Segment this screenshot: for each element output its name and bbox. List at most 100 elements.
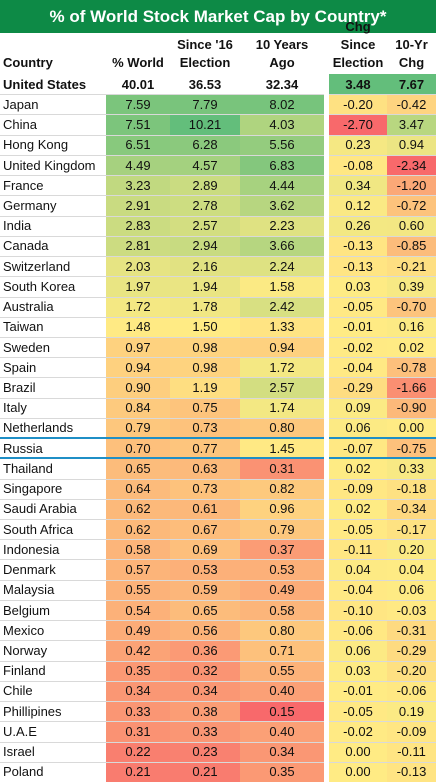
table-row: Belgium 0.54 0.65 0.58 -0.10 -0.03 [0,599,436,621]
value-cell: -0.03 [387,599,436,621]
value-cell: 0.04 [329,559,387,580]
header-chg-since-line2: Election [332,55,384,70]
value-cell: 0.06 [387,579,436,600]
country-cell: Finland [3,663,46,679]
value-cell: 0.53 [170,559,240,580]
header-chg-since: Chg Since Election [329,19,387,74]
value-cell: 0.98 [170,336,240,358]
row-divider [0,478,436,480]
value-cell: -0.09 [387,721,436,742]
table-row: Italy 0.84 0.75 1.74 0.09 -0.90 [0,397,436,418]
table-row: Norway 0.42 0.36 0.71 0.06 -0.29 [0,640,436,661]
table-row: Saudi Arabia 0.62 0.61 0.96 0.02 -0.34 [0,498,436,520]
table-row: Brazil 0.90 1.19 2.57 -0.29 -1.66 [0,377,436,398]
value-cell: 0.49 [106,620,170,641]
country-cell: Poland [3,764,44,780]
header-since16-line1: Since '16 [177,37,233,52]
value-cell: -0.07 [329,438,387,459]
row-divider [0,114,436,116]
value-cell: 0.23 [329,134,387,155]
row-divider [0,620,436,622]
value-cell: 4.57 [170,154,240,176]
value-cell: -0.10 [329,599,387,621]
value-cell: -0.78 [387,357,436,378]
value-cell: -0.13 [387,761,436,782]
value-cell: 0.03 [329,276,387,297]
row-divider [0,417,436,419]
header-tenyr-line2: Ago [269,55,295,70]
value-cell: -0.21 [387,256,436,277]
value-cell: 0.02 [329,498,387,520]
row-divider [0,498,436,500]
value-cell: 1.45 [240,438,324,459]
value-cell: -0.04 [329,357,387,378]
value-cell: 0.90 [106,377,170,398]
country-cell: Saudi Arabia [3,501,77,517]
country-cell: Belgium [3,602,50,618]
value-cell: 0.12 [329,195,387,216]
value-cell: -1.66 [387,377,436,398]
value-cell: 0.94 [240,336,324,358]
table-row: Denmark 0.57 0.53 0.53 0.04 0.04 [0,559,436,580]
row-divider [0,559,436,561]
row-divider [0,701,436,703]
value-cell: 1.74 [240,397,324,418]
value-cell: 0.06 [329,640,387,661]
value-cell: 2.89 [170,175,240,196]
country-cell: China [3,117,37,133]
country-cell: Russia [3,440,43,456]
row-divider [0,680,436,682]
value-cell: -0.90 [387,397,436,418]
value-cell: 0.49 [240,579,324,600]
table-row: United States 40.01 36.53 32.34 3.48 7.67 [0,74,436,95]
value-cell: 0.06 [329,417,387,439]
value-cell: 1.48 [106,316,170,337]
row-divider [0,519,436,521]
row-divider [0,741,436,743]
value-cell: -0.11 [329,539,387,560]
table-row: China 7.51 10.21 4.03 -2.70 3.47 [0,114,436,135]
value-cell: 0.00 [329,741,387,762]
value-cell: 6.83 [240,154,324,176]
row-divider [0,154,436,156]
value-cell: -0.02 [329,336,387,358]
value-cell: 0.32 [170,660,240,681]
value-cell: 0.70 [106,438,170,459]
value-cell: 1.72 [240,357,324,378]
value-cell: 2.24 [240,256,324,277]
country-cell: Switzerland [3,258,71,274]
value-cell: 7.79 [170,94,240,115]
value-cell: -0.05 [329,296,387,317]
row-divider [0,640,436,642]
table-row: Netherlands 0.79 0.73 0.80 0.06 0.00 [0,417,436,439]
value-cell: 1.72 [106,296,170,317]
row-divider [0,377,436,379]
highlight-line-top [0,437,436,440]
country-cell: Singapore [3,481,63,497]
row-divider [0,316,436,318]
country-cell: Norway [3,643,48,658]
table-row: South Korea 1.97 1.94 1.58 0.03 0.39 [0,276,436,297]
value-cell: -0.06 [329,620,387,641]
value-cell: 0.94 [106,357,170,378]
header-tenyr-line1: 10 Years [255,37,309,52]
value-cell: 0.16 [387,316,436,337]
value-cell: 0.94 [387,134,436,155]
value-cell: 2.94 [170,235,240,257]
header-10yr-chg: 10-Yr Chg [387,33,436,74]
table-row: Finland 0.35 0.32 0.55 0.03 -0.20 [0,660,436,681]
table-row: Mexico 0.49 0.56 0.80 -0.06 -0.31 [0,620,436,641]
country-cell: Malaysia [3,582,55,598]
value-cell: -0.31 [387,620,436,641]
value-cell: 0.09 [329,397,387,418]
value-cell: 0.79 [240,519,324,540]
value-cell: 4.03 [240,114,324,135]
table-row: Canada 2.81 2.94 3.66 -0.13 -0.85 [0,235,436,257]
value-cell: 1.50 [170,316,240,337]
value-cell: 0.39 [387,276,436,297]
table-row: India 2.83 2.57 2.23 0.26 0.60 [0,215,436,236]
value-cell: 0.40 [240,721,324,742]
value-cell: 0.02 [329,458,387,479]
value-cell: 2.23 [240,215,324,236]
row-divider [0,215,436,217]
